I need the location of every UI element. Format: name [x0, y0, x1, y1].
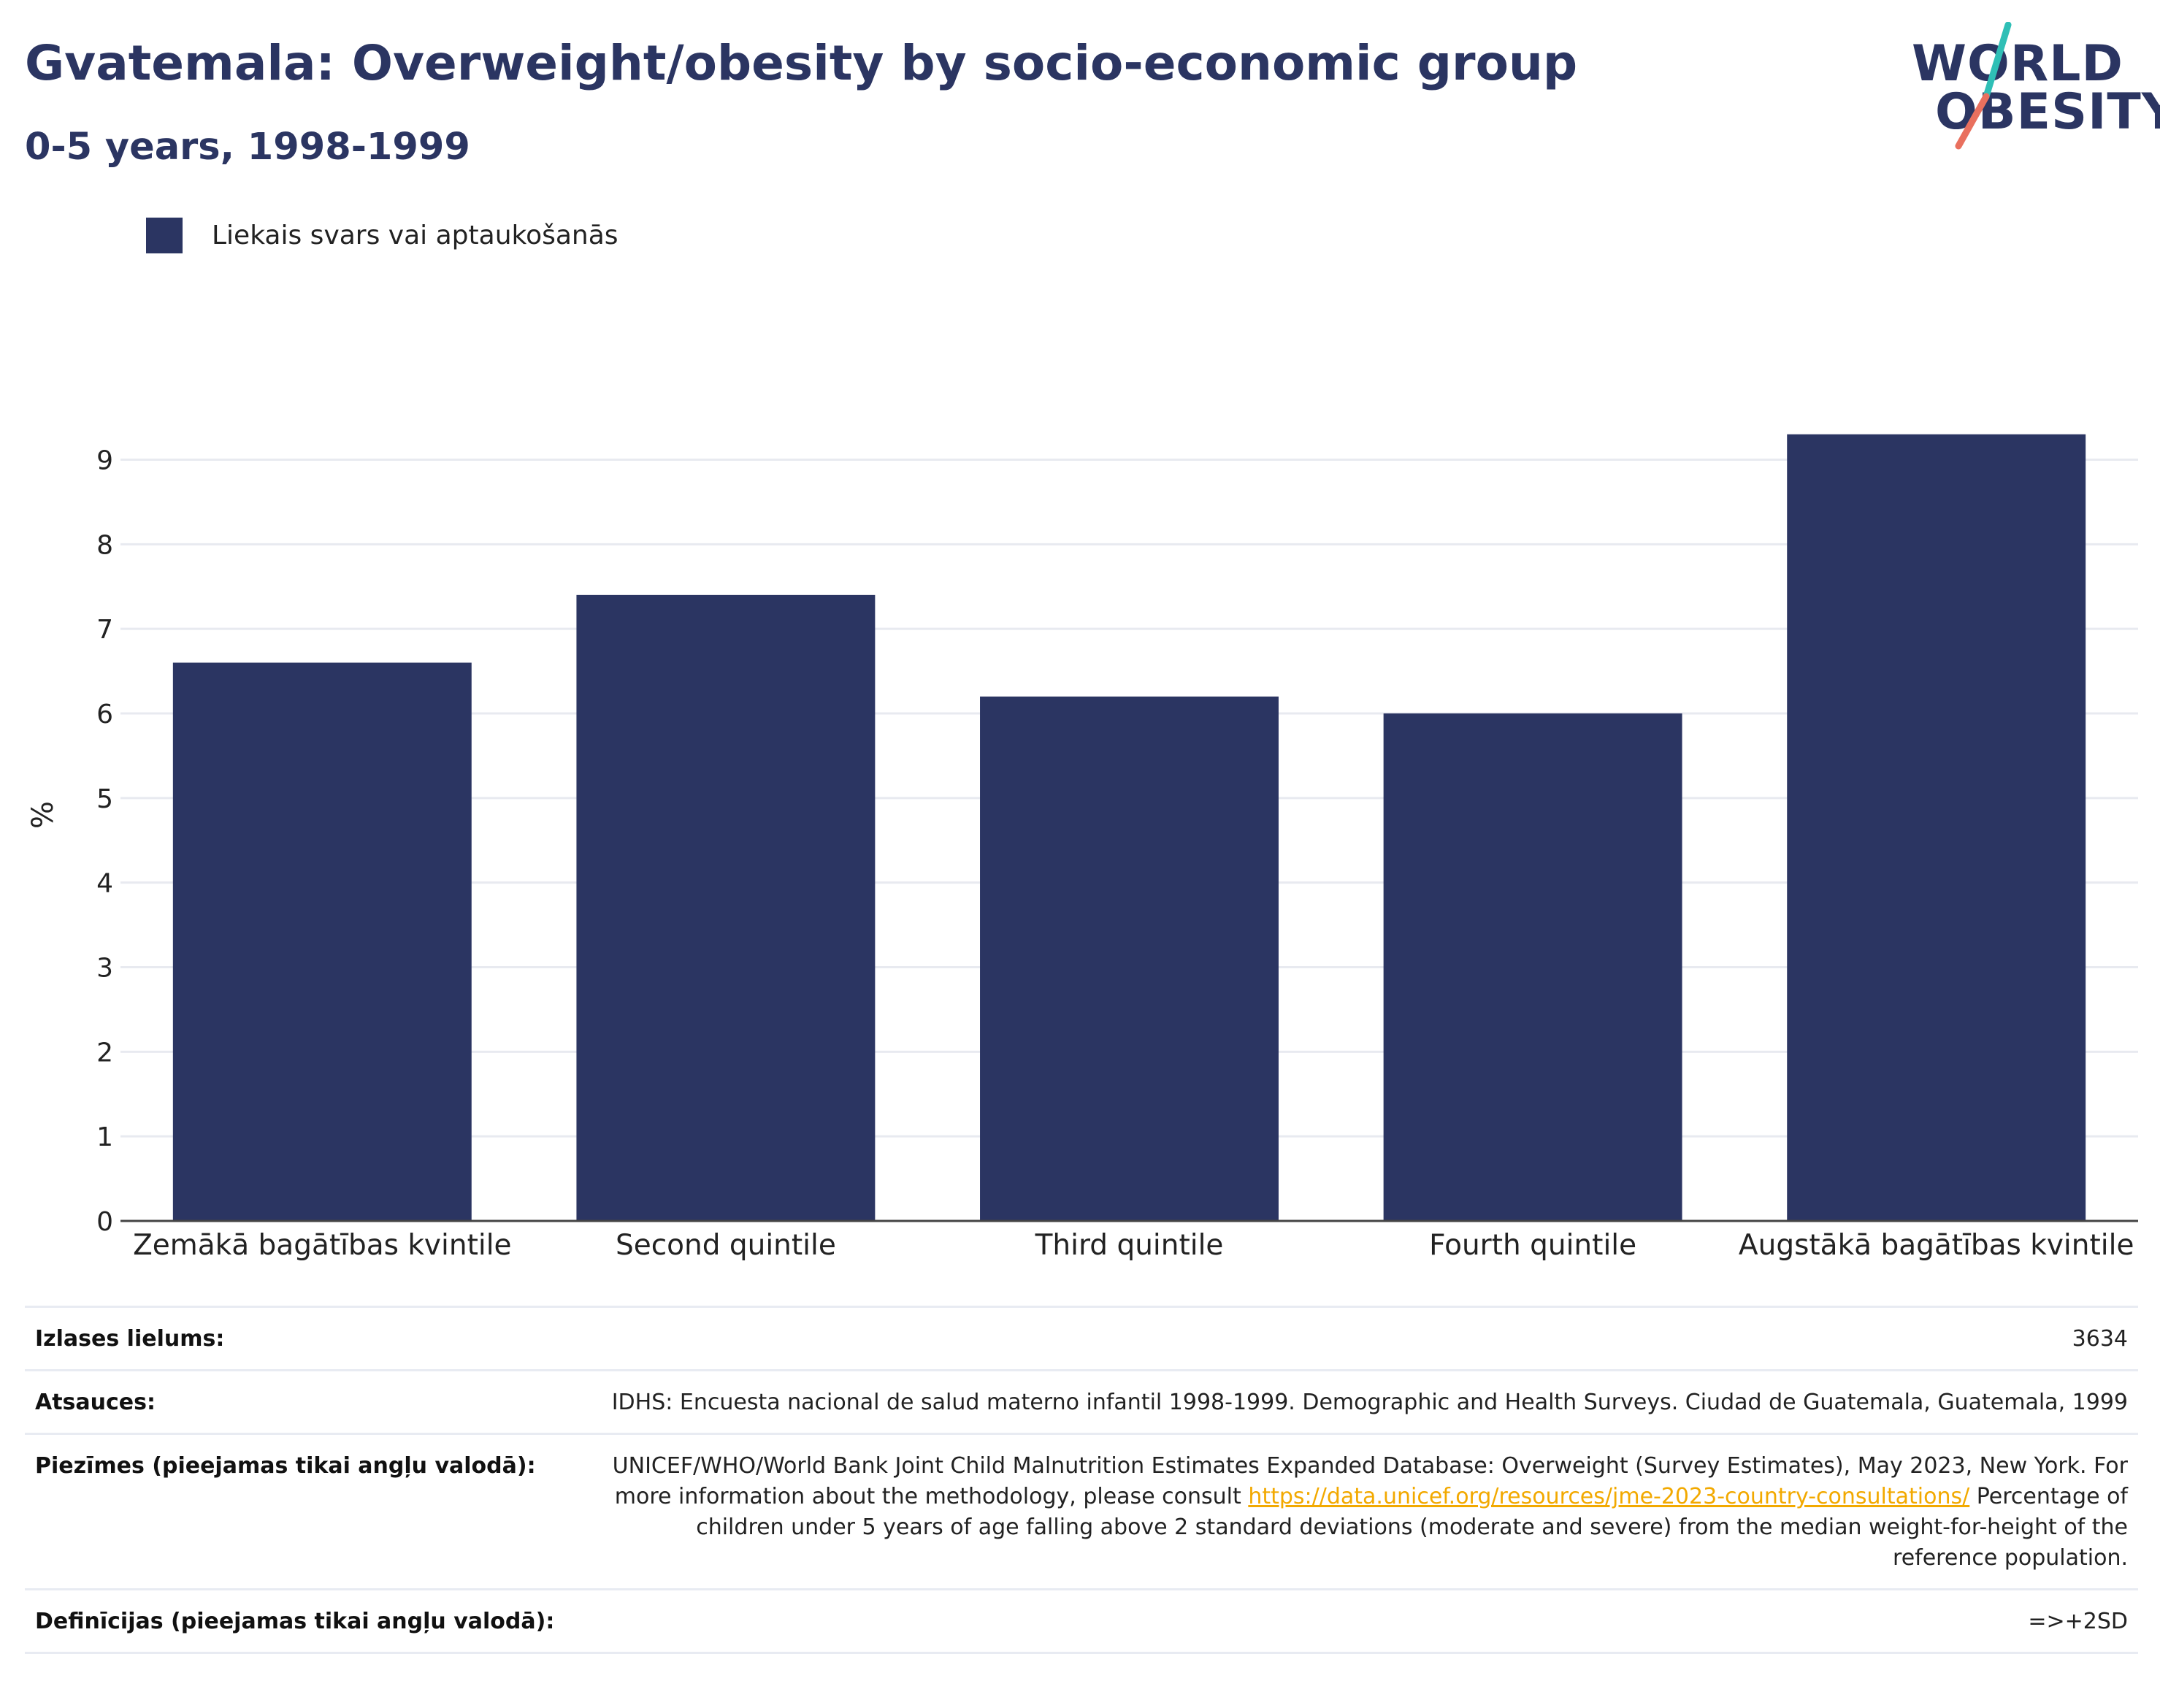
x-tick-label: Fourth quintile — [1429, 1229, 1636, 1262]
notes-label: Piezīmes (pieejamas tikai angļu valodā): — [35, 1453, 536, 1479]
legend-swatch — [146, 218, 183, 253]
legend-label: Liekais svars vai aptaukošanās — [212, 221, 618, 250]
notes-text-continued: Percentage of children under 5 years of … — [696, 1484, 2128, 1571]
sources-value: IDHS: Encuesta nacional de salud materno… — [611, 1390, 2128, 1415]
axis-labels: 0 1 2 3 4 5 6 7 8 9 Zemākā bagātības kvintile Secon… — [26, 446, 2134, 1263]
bar[interactable] — [1383, 713, 1682, 1221]
x-tick-label: Second quintile — [616, 1229, 836, 1262]
y-tick-label: 2 — [96, 1038, 113, 1068]
bar[interactable] — [1787, 434, 2086, 1221]
bar-chart: 0 1 2 3 4 5 6 7 8 9 Zemākā bagātības kvintile Secon… — [26, 434, 2138, 1263]
chart-legend[interactable]: Liekais svars vai aptaukošanās — [146, 218, 618, 253]
meta-row-sample-size: Izlases lielums: 3634 — [25, 1308, 2138, 1371]
x-tick-label: Third quintile — [1035, 1229, 1224, 1262]
y-tick-label: 9 — [96, 446, 113, 476]
x-tick-label: Zemākā bagātības kvintile — [133, 1229, 511, 1262]
logo-text-obesity: OBESITY — [1935, 83, 2160, 141]
definitions-value: =>+2SD — [2028, 1609, 2128, 1634]
sources-label: Atsauces: — [35, 1390, 156, 1415]
y-axis-label: % — [26, 801, 60, 829]
chart-subtitle: 0-5 years, 1998-1999 — [25, 126, 470, 169]
bar[interactable] — [980, 696, 1279, 1221]
y-tick-label: 1 — [96, 1122, 113, 1152]
y-tick-label: 0 — [96, 1207, 113, 1237]
logo-text-world: WORLD — [1912, 35, 2123, 93]
notes-text: UNICEF/WHO/World Bank Joint Child Malnut… — [612, 1453, 2128, 1509]
definitions-label: Definīcijas (pieejamas tikai angļu valod… — [35, 1609, 555, 1634]
bar[interactable] — [172, 662, 472, 1222]
chart-title: Gvatemala: Overweight/obesity by socio-e… — [25, 35, 1578, 91]
y-tick-label: 3 — [96, 954, 113, 984]
notes-methodology-link[interactable]: https://data.unicef.org/resources/jme-20… — [1248, 1484, 1970, 1509]
notes-value: UNICEF/WHO/World Bank Joint Child Malnut… — [609, 1451, 2128, 1574]
x-tick-label: Augstākā bagātības kvintile — [1739, 1229, 2134, 1262]
y-tick-label: 7 — [96, 615, 113, 645]
y-tick-label: 8 — [96, 530, 113, 560]
y-tick-label: 5 — [96, 784, 113, 814]
world-obesity-logo[interactable]: WORLD OBESITY — [1906, 22, 2160, 153]
logo-slash-icon — [1955, 22, 2012, 150]
y-tick-label: 6 — [96, 700, 113, 729]
meta-row-definitions: Definīcijas (pieejamas tikai angļu valod… — [25, 1590, 2138, 1654]
bar[interactable] — [576, 594, 876, 1221]
sample-size-label: Izlases lielums: — [35, 1326, 225, 1352]
bars — [172, 434, 2086, 1222]
sample-size-value: 3634 — [2072, 1326, 2128, 1352]
y-tick-label: 4 — [96, 869, 113, 899]
metadata-table: Izlases lielums: 3634 Atsauces: IDHS: En… — [25, 1306, 2138, 1654]
meta-row-notes: Piezīmes (pieejamas tikai angļu valodā):… — [25, 1435, 2138, 1590]
meta-row-sources: Atsauces: IDHS: Encuesta nacional de sal… — [25, 1371, 2138, 1435]
